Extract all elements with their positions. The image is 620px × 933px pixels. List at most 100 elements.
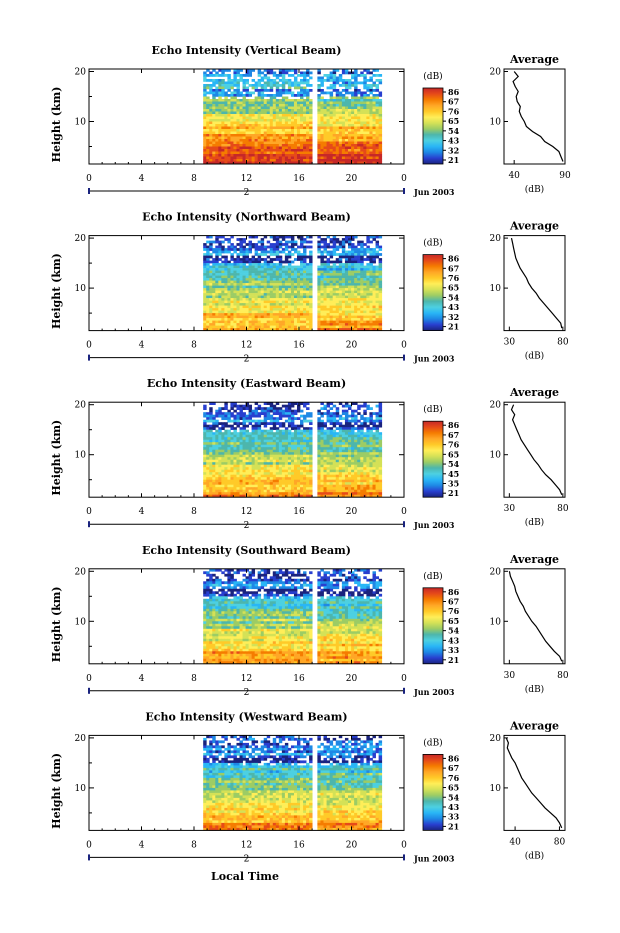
heatmap-cell	[221, 132, 224, 135]
heatmap-cell	[218, 410, 221, 413]
heatmap-cell	[249, 129, 252, 132]
heatmap-cell	[279, 308, 282, 311]
heatmap-cell	[339, 283, 342, 286]
heatmap-cell	[303, 246, 306, 249]
heatmap-cell	[317, 298, 320, 301]
heatmap-cell	[309, 117, 312, 120]
heatmap-cell	[345, 303, 348, 306]
heatmap-cell	[309, 99, 312, 102]
heatmap-cell	[209, 311, 212, 314]
heatmap-cell	[345, 139, 348, 142]
heatmap-cell	[303, 323, 306, 326]
heatmap-cell	[336, 278, 339, 281]
heatmap-cell	[317, 246, 320, 249]
heatmap-cell	[317, 102, 320, 105]
heatmap-cell	[236, 261, 239, 264]
heatmap-cell	[294, 288, 297, 291]
heatmap-cell	[276, 134, 279, 137]
heatmap-cell	[291, 415, 294, 418]
heatmap-cell	[233, 107, 236, 110]
heatmap-cell	[212, 296, 215, 299]
heatmap-cell	[333, 137, 336, 140]
heatmap-cell	[233, 74, 236, 77]
heatmap-cell	[285, 241, 288, 244]
heatmap-cell	[336, 109, 339, 112]
heatmap-cell	[246, 298, 249, 301]
heatmap-cell	[203, 465, 206, 468]
heatmap-cell	[221, 422, 224, 425]
heatmap-cell	[342, 278, 345, 281]
heatmap-cell	[285, 281, 288, 284]
heatmap-cell	[297, 154, 300, 157]
heatmap-cell	[270, 97, 273, 100]
heatmap-cell	[317, 77, 320, 80]
heatmap-cell	[243, 405, 246, 408]
heatmap-cell	[243, 417, 246, 420]
heatmap-cell	[261, 132, 264, 135]
heatmap-cell	[366, 316, 369, 319]
heatmap-cell	[333, 273, 336, 276]
heatmap-cell	[291, 273, 294, 276]
heatmap-cell	[317, 316, 320, 319]
heatmap-cell	[303, 147, 306, 150]
heatmap-cell	[336, 104, 339, 107]
heatmap-cell	[357, 273, 360, 276]
heatmap-cell	[363, 149, 366, 152]
heatmap-cell	[230, 316, 233, 319]
heatmap-cell	[203, 134, 206, 137]
heatmap-cell	[212, 112, 215, 115]
heatmap-cell	[218, 87, 221, 90]
heatmap-cell	[294, 326, 297, 329]
heatmap-cell	[273, 134, 276, 137]
heatmap-cell	[255, 246, 258, 249]
heatmap-cell	[212, 470, 215, 473]
heatmap-cell	[294, 268, 297, 271]
heatmap-cell	[357, 122, 360, 125]
heatmap-cell	[339, 306, 342, 309]
heatmap-cell	[288, 273, 291, 276]
heatmap-cell	[246, 435, 249, 438]
heatmap-cell	[233, 84, 236, 87]
heatmap-cell	[203, 97, 206, 100]
heatmap-cell	[252, 246, 255, 249]
heatmap-cell	[264, 301, 267, 304]
heatmap-cell	[246, 114, 249, 117]
heatmap-cell	[255, 89, 258, 92]
heatmap-cell	[249, 432, 252, 435]
heatmap-cell	[333, 109, 336, 112]
heatmap-cell	[221, 256, 224, 259]
heatmap-cell	[288, 318, 291, 321]
heatmap-cell	[264, 457, 267, 460]
heatmap-cell	[303, 159, 306, 162]
heatmap-cell	[227, 308, 230, 311]
heatmap-cell	[243, 97, 246, 100]
heatmap-cell	[300, 470, 303, 473]
heatmap-cell	[270, 142, 273, 145]
heatmap-cell	[258, 437, 261, 440]
heatmap-cell	[303, 298, 306, 301]
heatmap-cell	[303, 470, 306, 473]
heatmap-cell	[291, 84, 294, 87]
heatmap-cell	[373, 99, 376, 102]
heatmap-cell	[303, 253, 306, 256]
heatmap-cell	[233, 147, 236, 150]
heatmap-cell	[264, 442, 267, 445]
heatmap-cell	[221, 296, 224, 299]
heatmap-cell	[261, 243, 264, 246]
heatmap-cell	[354, 142, 357, 145]
heatmap-cell	[236, 243, 239, 246]
heatmap-cell	[317, 308, 320, 311]
heatmap-cell	[369, 97, 372, 100]
heatmap-cell	[246, 447, 249, 450]
heatmap-cell	[303, 308, 306, 311]
heatmap-cell	[303, 109, 306, 112]
heatmap-cell	[276, 442, 279, 445]
heatmap-cell	[227, 74, 230, 77]
heatmap-cell	[348, 301, 351, 304]
heatmap-cell	[320, 124, 323, 127]
heatmap-cell	[252, 114, 255, 117]
heatmap-cell	[291, 437, 294, 440]
heatmap-cell	[236, 412, 239, 415]
heatmap-cell	[267, 407, 270, 410]
heatmap-cell	[203, 94, 206, 97]
